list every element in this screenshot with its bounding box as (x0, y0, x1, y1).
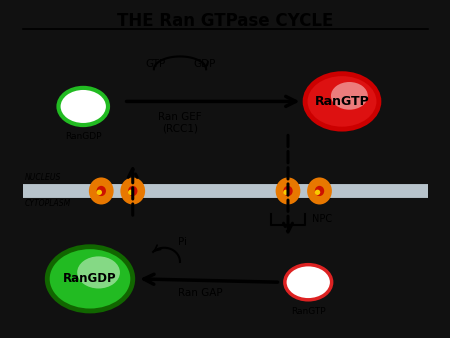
Ellipse shape (128, 190, 134, 195)
Circle shape (47, 247, 133, 311)
Ellipse shape (275, 177, 301, 204)
Text: Pi: Pi (178, 237, 187, 247)
Circle shape (58, 88, 108, 125)
Circle shape (331, 82, 368, 110)
Text: RanGDP: RanGDP (65, 132, 102, 141)
Ellipse shape (97, 190, 102, 195)
Circle shape (77, 256, 120, 288)
Ellipse shape (128, 186, 137, 196)
Ellipse shape (315, 186, 324, 196)
Text: RanGTP: RanGTP (315, 95, 369, 108)
Text: THE Ran GTPase CYCLE: THE Ran GTPase CYCLE (117, 12, 333, 30)
Ellipse shape (315, 190, 320, 195)
Text: NUCLEUS: NUCLEUS (25, 172, 61, 182)
Text: GDP: GDP (194, 59, 216, 69)
Ellipse shape (89, 177, 113, 204)
Text: RanGTP: RanGTP (291, 307, 325, 316)
Ellipse shape (97, 186, 106, 196)
Circle shape (305, 74, 379, 129)
Ellipse shape (284, 186, 292, 196)
Ellipse shape (307, 177, 332, 204)
Ellipse shape (121, 177, 145, 204)
Ellipse shape (284, 190, 289, 195)
Text: Ran GAP: Ran GAP (178, 288, 223, 298)
Text: GTP: GTP (145, 59, 166, 69)
Text: Ran GEF
(RCC1): Ran GEF (RCC1) (158, 112, 202, 134)
Text: RanGDP: RanGDP (63, 272, 117, 285)
Text: CYTOPLASM: CYTOPLASM (25, 199, 71, 209)
Circle shape (285, 265, 332, 300)
Text: NPC: NPC (312, 214, 332, 224)
